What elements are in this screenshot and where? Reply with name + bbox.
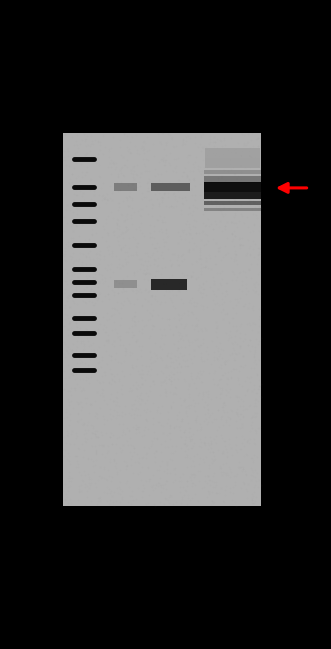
FancyBboxPatch shape [151, 184, 190, 191]
FancyBboxPatch shape [204, 182, 261, 192]
FancyBboxPatch shape [204, 192, 261, 199]
FancyBboxPatch shape [205, 164, 260, 166]
FancyBboxPatch shape [63, 133, 261, 506]
FancyBboxPatch shape [205, 156, 260, 158]
FancyBboxPatch shape [205, 166, 260, 169]
FancyBboxPatch shape [205, 153, 260, 156]
FancyBboxPatch shape [204, 208, 261, 212]
FancyBboxPatch shape [204, 170, 261, 175]
FancyBboxPatch shape [204, 201, 261, 206]
FancyBboxPatch shape [114, 183, 137, 191]
FancyBboxPatch shape [205, 148, 260, 169]
FancyBboxPatch shape [114, 280, 137, 288]
FancyBboxPatch shape [205, 148, 260, 151]
FancyBboxPatch shape [205, 151, 260, 153]
FancyBboxPatch shape [205, 161, 260, 164]
FancyBboxPatch shape [204, 177, 261, 183]
FancyBboxPatch shape [151, 278, 187, 289]
FancyBboxPatch shape [205, 158, 260, 161]
